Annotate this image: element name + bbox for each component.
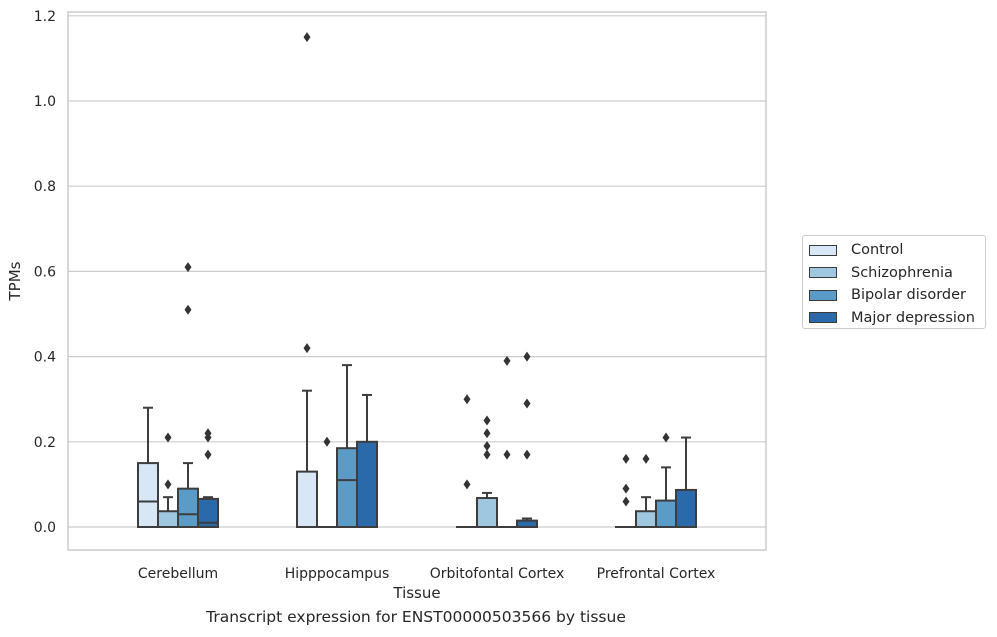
legend-label: Major depression xyxy=(851,309,975,326)
outlier-point xyxy=(622,483,630,494)
x-tick-label: Hipppocampus xyxy=(285,566,390,582)
outlier-point xyxy=(483,441,491,452)
outlier-point xyxy=(483,449,491,460)
box xyxy=(157,510,179,529)
chart-caption: Transcript expression for ENST0000050356… xyxy=(206,608,626,626)
outlier-point xyxy=(184,304,192,315)
y-tick-label: 0.2 xyxy=(34,435,56,451)
box xyxy=(675,488,697,528)
box xyxy=(655,499,677,529)
y-tick-label: 0.0 xyxy=(34,520,56,536)
outlier-point xyxy=(483,415,491,426)
legend-item: Control xyxy=(809,239,985,262)
legend-swatch xyxy=(809,244,837,256)
y-tick-label: 1.2 xyxy=(34,9,56,25)
outlier-point xyxy=(503,355,511,366)
outlier-point xyxy=(483,428,491,439)
box-2-3 xyxy=(655,432,677,529)
x-tick-label: Orbitofontal Cortex xyxy=(430,566,565,582)
box-series xyxy=(137,32,697,529)
x-tick-labels: Cerebellum Hipppocampus Orbitofontal Corte… xyxy=(138,566,715,582)
legend-swatch xyxy=(809,312,837,324)
outlier-point xyxy=(642,453,650,464)
box xyxy=(635,510,657,529)
box xyxy=(177,487,199,529)
box-0-0 xyxy=(137,406,159,529)
y-tick-label: 0.4 xyxy=(34,350,56,366)
outlier-point xyxy=(463,479,471,490)
legend-swatch xyxy=(809,267,837,279)
y-tick-label: 0.8 xyxy=(34,179,56,195)
outlier-point xyxy=(523,449,531,460)
legend-item: Bipolar disorder xyxy=(809,284,985,307)
y-axis-label: TPMs xyxy=(6,261,24,301)
outlier-point xyxy=(463,394,471,405)
x-tick-label: Cerebellum xyxy=(138,566,218,582)
legend-item: Schizophrenia xyxy=(809,262,985,285)
box-0-1 xyxy=(296,32,318,528)
box-3-1 xyxy=(356,393,378,528)
box-3-0 xyxy=(197,428,219,529)
plot-area xyxy=(67,11,767,551)
box-3-3 xyxy=(675,436,697,528)
box-1-3 xyxy=(635,453,657,529)
outlier-point xyxy=(622,453,630,464)
legend: Control Schizophrenia Bipolar disorder Majo… xyxy=(802,235,986,329)
box-1-2 xyxy=(476,415,498,529)
box-0-3 xyxy=(615,453,637,529)
outlier-point xyxy=(323,436,331,447)
y-tick-label: 1.0 xyxy=(34,94,56,110)
outlier-point xyxy=(204,428,212,439)
outlier-point xyxy=(503,449,511,460)
legend-label: Control xyxy=(851,242,904,259)
box xyxy=(356,440,378,528)
y-tick-labels: 0.0 0.2 0.4 0.6 0.8 1.0 1.2 xyxy=(34,9,56,536)
outlier-point xyxy=(523,351,531,362)
outlier-point xyxy=(204,449,212,460)
legend-label: Schizophrenia xyxy=(851,264,953,281)
x-tick-label: Prefrontal Cortex xyxy=(597,566,716,582)
box xyxy=(197,497,219,529)
outlier-point xyxy=(184,262,192,273)
outlier-point xyxy=(523,398,531,409)
outlier-point xyxy=(303,343,311,354)
box-2-0 xyxy=(177,262,199,529)
box-3-2 xyxy=(516,351,538,528)
y-tick-label: 0.6 xyxy=(34,264,56,280)
box xyxy=(296,470,318,528)
legend-swatch xyxy=(809,289,837,301)
box-1-0 xyxy=(157,432,179,529)
legend-label: Bipolar disorder xyxy=(851,287,966,304)
outlier-point xyxy=(164,432,172,443)
box xyxy=(137,462,159,529)
x-axis-label: Tissue xyxy=(392,584,440,602)
legend-item: Major depression xyxy=(809,307,985,330)
outlier-point xyxy=(164,479,172,490)
outlier-point xyxy=(622,496,630,507)
box xyxy=(476,497,498,529)
box xyxy=(336,447,358,528)
outlier-point xyxy=(303,32,311,43)
outlier-point xyxy=(662,432,670,443)
